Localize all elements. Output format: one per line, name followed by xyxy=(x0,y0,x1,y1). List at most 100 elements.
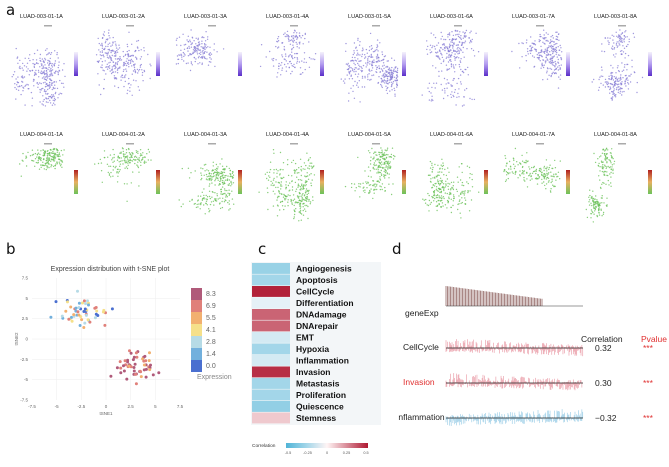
cell-point xyxy=(58,93,60,96)
cell-point xyxy=(228,189,230,191)
cell-point xyxy=(601,170,604,173)
legend-title: Expression xyxy=(197,374,232,381)
header-pvalue: Pvalue xyxy=(641,334,667,344)
cell-point xyxy=(450,189,452,191)
cell-point xyxy=(122,153,125,155)
thumbnail-subtitle-mark xyxy=(454,143,462,145)
cell-point xyxy=(48,157,50,160)
cell-point xyxy=(384,190,386,192)
cell-point xyxy=(110,51,112,54)
cell-point xyxy=(617,70,620,72)
cell-point xyxy=(140,164,142,167)
cell-point xyxy=(361,75,364,78)
colorbar-tick-label: -0.5 xyxy=(285,451,292,455)
cell-point xyxy=(354,64,356,66)
scatter-point xyxy=(77,306,81,309)
cell-point xyxy=(452,45,454,47)
cell-point xyxy=(540,35,542,38)
cell-point xyxy=(371,56,374,58)
cell-point xyxy=(615,76,617,78)
cell-point xyxy=(459,199,461,201)
cell-point xyxy=(553,185,555,187)
cell-point xyxy=(216,172,219,174)
cell-point xyxy=(433,82,435,84)
cell-point xyxy=(371,47,373,49)
cell-point xyxy=(314,58,316,61)
cell-point xyxy=(610,64,612,67)
cell-point xyxy=(358,68,360,70)
cell-point xyxy=(542,66,545,69)
cell-point xyxy=(115,165,117,168)
cell-point xyxy=(609,152,612,154)
cell-point xyxy=(312,196,314,198)
cell-point xyxy=(117,155,119,157)
cell-point xyxy=(533,165,535,168)
cell-point xyxy=(383,152,386,154)
cell-point xyxy=(549,190,552,192)
cell-point xyxy=(302,193,304,195)
cell-point xyxy=(208,172,211,174)
cell-point xyxy=(389,73,391,75)
cell-point xyxy=(442,97,445,100)
cell-point xyxy=(459,179,462,181)
cell-point xyxy=(208,190,211,192)
cell-point xyxy=(198,44,200,46)
cell-point xyxy=(445,83,447,85)
cell-point xyxy=(525,60,528,62)
cell-point xyxy=(43,70,46,72)
cell-point xyxy=(426,40,428,42)
cell-point xyxy=(47,59,49,62)
cell-point xyxy=(463,104,465,106)
cell-point xyxy=(106,63,108,65)
cell-point xyxy=(272,205,275,207)
cell-point xyxy=(190,53,193,56)
cell-point xyxy=(43,67,45,69)
cell-point xyxy=(556,36,559,38)
cell-point xyxy=(370,45,373,47)
cell-point xyxy=(641,76,644,79)
tsne-thumbnail-plot xyxy=(591,25,652,101)
cell-point xyxy=(396,69,399,71)
cell-point xyxy=(463,190,465,193)
cell-point xyxy=(299,43,301,45)
cell-point xyxy=(514,147,517,150)
cell-point xyxy=(314,53,317,55)
cell-point xyxy=(226,178,229,180)
cell-point xyxy=(280,181,282,183)
cell-point xyxy=(436,52,438,54)
cell-point xyxy=(557,175,559,178)
cell-point xyxy=(519,67,521,69)
cell-point xyxy=(538,39,540,41)
cell-point xyxy=(305,61,307,64)
cell-point xyxy=(104,52,106,54)
thumbnail-colorbar xyxy=(402,52,406,76)
cell-point xyxy=(441,56,444,59)
cell-point xyxy=(197,63,199,65)
cell-point xyxy=(369,184,372,186)
cell-point xyxy=(619,88,621,90)
cell-point xyxy=(600,160,603,162)
cell-point xyxy=(300,170,303,172)
cell-point xyxy=(598,214,601,216)
cell-point xyxy=(541,63,543,66)
cell-point xyxy=(612,79,615,81)
cell-point xyxy=(17,76,19,78)
cell-point xyxy=(630,73,632,75)
cell-point xyxy=(33,52,36,55)
cell-point xyxy=(447,68,449,71)
cell-point xyxy=(129,162,131,164)
cell-point xyxy=(444,168,446,171)
cell-point xyxy=(607,174,609,177)
cell-point xyxy=(618,83,620,85)
cell-point xyxy=(429,52,432,54)
cell-point xyxy=(618,39,621,41)
cell-point xyxy=(200,174,203,176)
cell-point xyxy=(545,188,547,190)
cell-point xyxy=(386,173,389,175)
cell-point xyxy=(280,168,282,171)
cell-point xyxy=(626,36,628,38)
cell-point xyxy=(616,46,618,48)
cell-point xyxy=(373,189,375,191)
cell-point xyxy=(298,61,301,63)
cell-point xyxy=(544,184,546,187)
